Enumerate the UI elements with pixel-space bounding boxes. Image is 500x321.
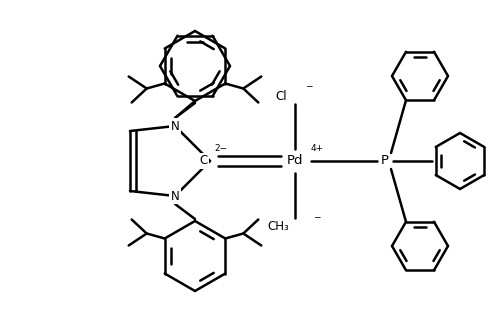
Text: Cl: Cl [276, 90, 287, 102]
Text: 4+: 4+ [311, 144, 324, 153]
Text: N: N [170, 189, 179, 203]
Text: P: P [381, 154, 389, 168]
Text: 2−: 2− [214, 144, 227, 153]
Text: −: − [313, 212, 320, 221]
Text: Pd: Pd [287, 154, 303, 168]
Text: N: N [170, 119, 179, 133]
Text: −: − [305, 81, 312, 90]
Text: CH₃: CH₃ [267, 220, 289, 232]
Text: C: C [200, 154, 208, 168]
